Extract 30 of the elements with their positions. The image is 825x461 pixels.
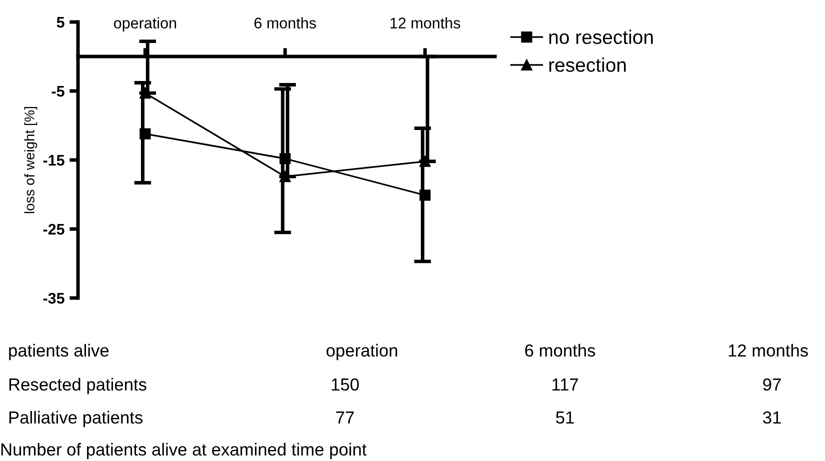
y-axis-title: loss of weight [%] bbox=[24, 106, 38, 214]
text: 97 bbox=[763, 378, 781, 391]
x-tick-label: 6 months bbox=[254, 17, 316, 28]
text: operation bbox=[326, 344, 398, 360]
y-tick-label: -35 bbox=[43, 292, 64, 304]
text: 6 months bbox=[525, 344, 596, 357]
text: Palliative patients bbox=[9, 410, 142, 428]
text: 150 bbox=[332, 378, 359, 391]
text: 77 bbox=[336, 412, 354, 424]
text: 51 bbox=[556, 412, 574, 424]
x-tick-label: 12 months bbox=[390, 17, 460, 28]
x-tick-label: operation bbox=[114, 17, 176, 32]
point bbox=[419, 156, 431, 167]
point bbox=[280, 153, 291, 164]
text: patients alive bbox=[9, 344, 109, 360]
point bbox=[140, 88, 151, 99]
y-tick-label: -5 bbox=[52, 86, 64, 97]
point bbox=[419, 190, 431, 201]
y-tick-label: -25 bbox=[43, 224, 64, 235]
y-tick-label: -15 bbox=[43, 155, 64, 166]
text: 117 bbox=[552, 378, 578, 390]
text: Number of patients alive at examined time point bbox=[1, 442, 367, 460]
point bbox=[140, 128, 151, 140]
legend-label: resection bbox=[549, 58, 626, 72]
text: 12 months bbox=[728, 344, 808, 357]
text: Resected patients bbox=[9, 378, 146, 394]
y-tick-label: 5 bbox=[56, 17, 64, 28]
legend-label: no resection bbox=[549, 30, 653, 44]
text: 31 bbox=[763, 411, 781, 424]
point bbox=[280, 171, 291, 182]
